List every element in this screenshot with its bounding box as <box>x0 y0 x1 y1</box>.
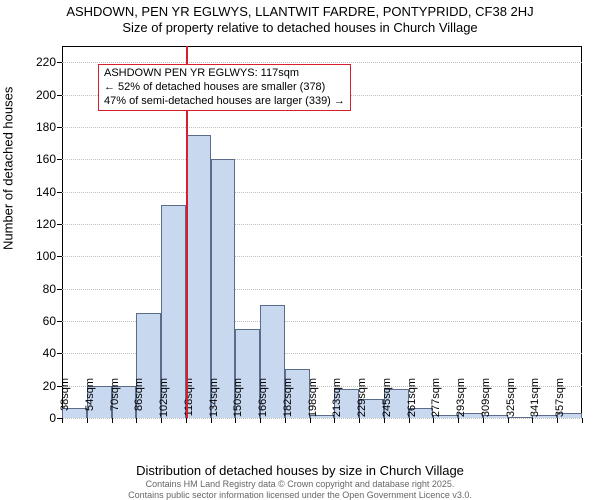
ytick-mark <box>57 127 62 128</box>
annotation-line: 47% of semi-detached houses are larger (… <box>104 95 345 109</box>
xtick-label: 245sqm <box>381 378 393 424</box>
gridline <box>62 159 582 160</box>
ytick-label: 140 <box>36 185 56 199</box>
footer-line-1: Contains HM Land Registry data © Crown c… <box>0 479 600 489</box>
xtick-label: 166sqm <box>257 378 269 424</box>
annotation-box: ASHDOWN PEN YR EGLWYS: 117sqm← 52% of de… <box>98 64 351 111</box>
ytick-label: 160 <box>36 152 56 166</box>
ytick-label: 60 <box>43 314 56 328</box>
xtick-label: 325sqm <box>505 378 517 424</box>
chart-container: ASHDOWN, PEN YR EGLWYS, LLANTWIT FARDRE,… <box>0 0 600 500</box>
ytick-label: 20 <box>43 379 56 393</box>
ytick-mark <box>57 256 62 257</box>
ytick-label: 180 <box>36 120 56 134</box>
xtick-label: 54sqm <box>84 378 96 424</box>
footer-line-2: Contains public sector information licen… <box>0 490 600 500</box>
annotation-line: ASHDOWN PEN YR EGLWYS: 117sqm <box>104 67 345 81</box>
ytick-label: 80 <box>43 282 56 296</box>
ytick-label: 0 <box>49 411 56 425</box>
x-axis-label: Distribution of detached houses by size … <box>0 463 600 478</box>
xtick-label: 293sqm <box>455 378 467 424</box>
xtick-mark <box>582 418 583 423</box>
xtick-label: 70sqm <box>109 378 121 424</box>
histogram-bar <box>186 135 211 418</box>
xtick-label: 118sqm <box>183 378 195 424</box>
xtick-label: 229sqm <box>356 378 368 424</box>
xtick-label: 277sqm <box>430 378 442 424</box>
ytick-mark <box>57 321 62 322</box>
chart-footer: Contains HM Land Registry data © Crown c… <box>0 479 600 500</box>
gridline <box>62 127 582 128</box>
xtick-label: 102sqm <box>158 378 170 424</box>
plot-area: 02040608010012014016018020022038sqm54sqm… <box>62 46 582 418</box>
xtick-label: 341sqm <box>529 378 541 424</box>
chart-title: ASHDOWN, PEN YR EGLWYS, LLANTWIT FARDRE,… <box>0 0 600 37</box>
ytick-label: 120 <box>36 217 56 231</box>
ytick-mark <box>57 224 62 225</box>
gridline <box>62 256 582 257</box>
ytick-label: 100 <box>36 249 56 263</box>
ytick-label: 40 <box>43 346 56 360</box>
ytick-label: 200 <box>36 88 56 102</box>
xtick-label: 261sqm <box>406 378 418 424</box>
y-axis-label: Number of detached houses <box>1 87 16 250</box>
annotation-line: ← 52% of detached houses are smaller (37… <box>104 81 345 95</box>
xtick-label: 182sqm <box>282 378 294 424</box>
xtick-label: 198sqm <box>307 378 319 424</box>
xtick-label: 38sqm <box>59 378 71 424</box>
ytick-mark <box>57 159 62 160</box>
title-line-2: Size of property relative to detached ho… <box>0 20 600 36</box>
title-line-1: ASHDOWN, PEN YR EGLWYS, LLANTWIT FARDRE,… <box>0 4 600 20</box>
ytick-mark <box>57 353 62 354</box>
xtick-label: 150sqm <box>232 378 244 424</box>
ytick-mark <box>57 192 62 193</box>
ytick-mark <box>57 289 62 290</box>
ytick-mark <box>57 95 62 96</box>
ytick-label: 220 <box>36 55 56 69</box>
xtick-label: 357sqm <box>554 378 566 424</box>
gridline <box>62 192 582 193</box>
xtick-label: 309sqm <box>480 378 492 424</box>
xtick-label: 86sqm <box>133 378 145 424</box>
gridline <box>62 224 582 225</box>
gridline <box>62 289 582 290</box>
xtick-label: 213sqm <box>331 378 343 424</box>
ytick-mark <box>57 62 62 63</box>
xtick-label: 134sqm <box>208 378 220 424</box>
